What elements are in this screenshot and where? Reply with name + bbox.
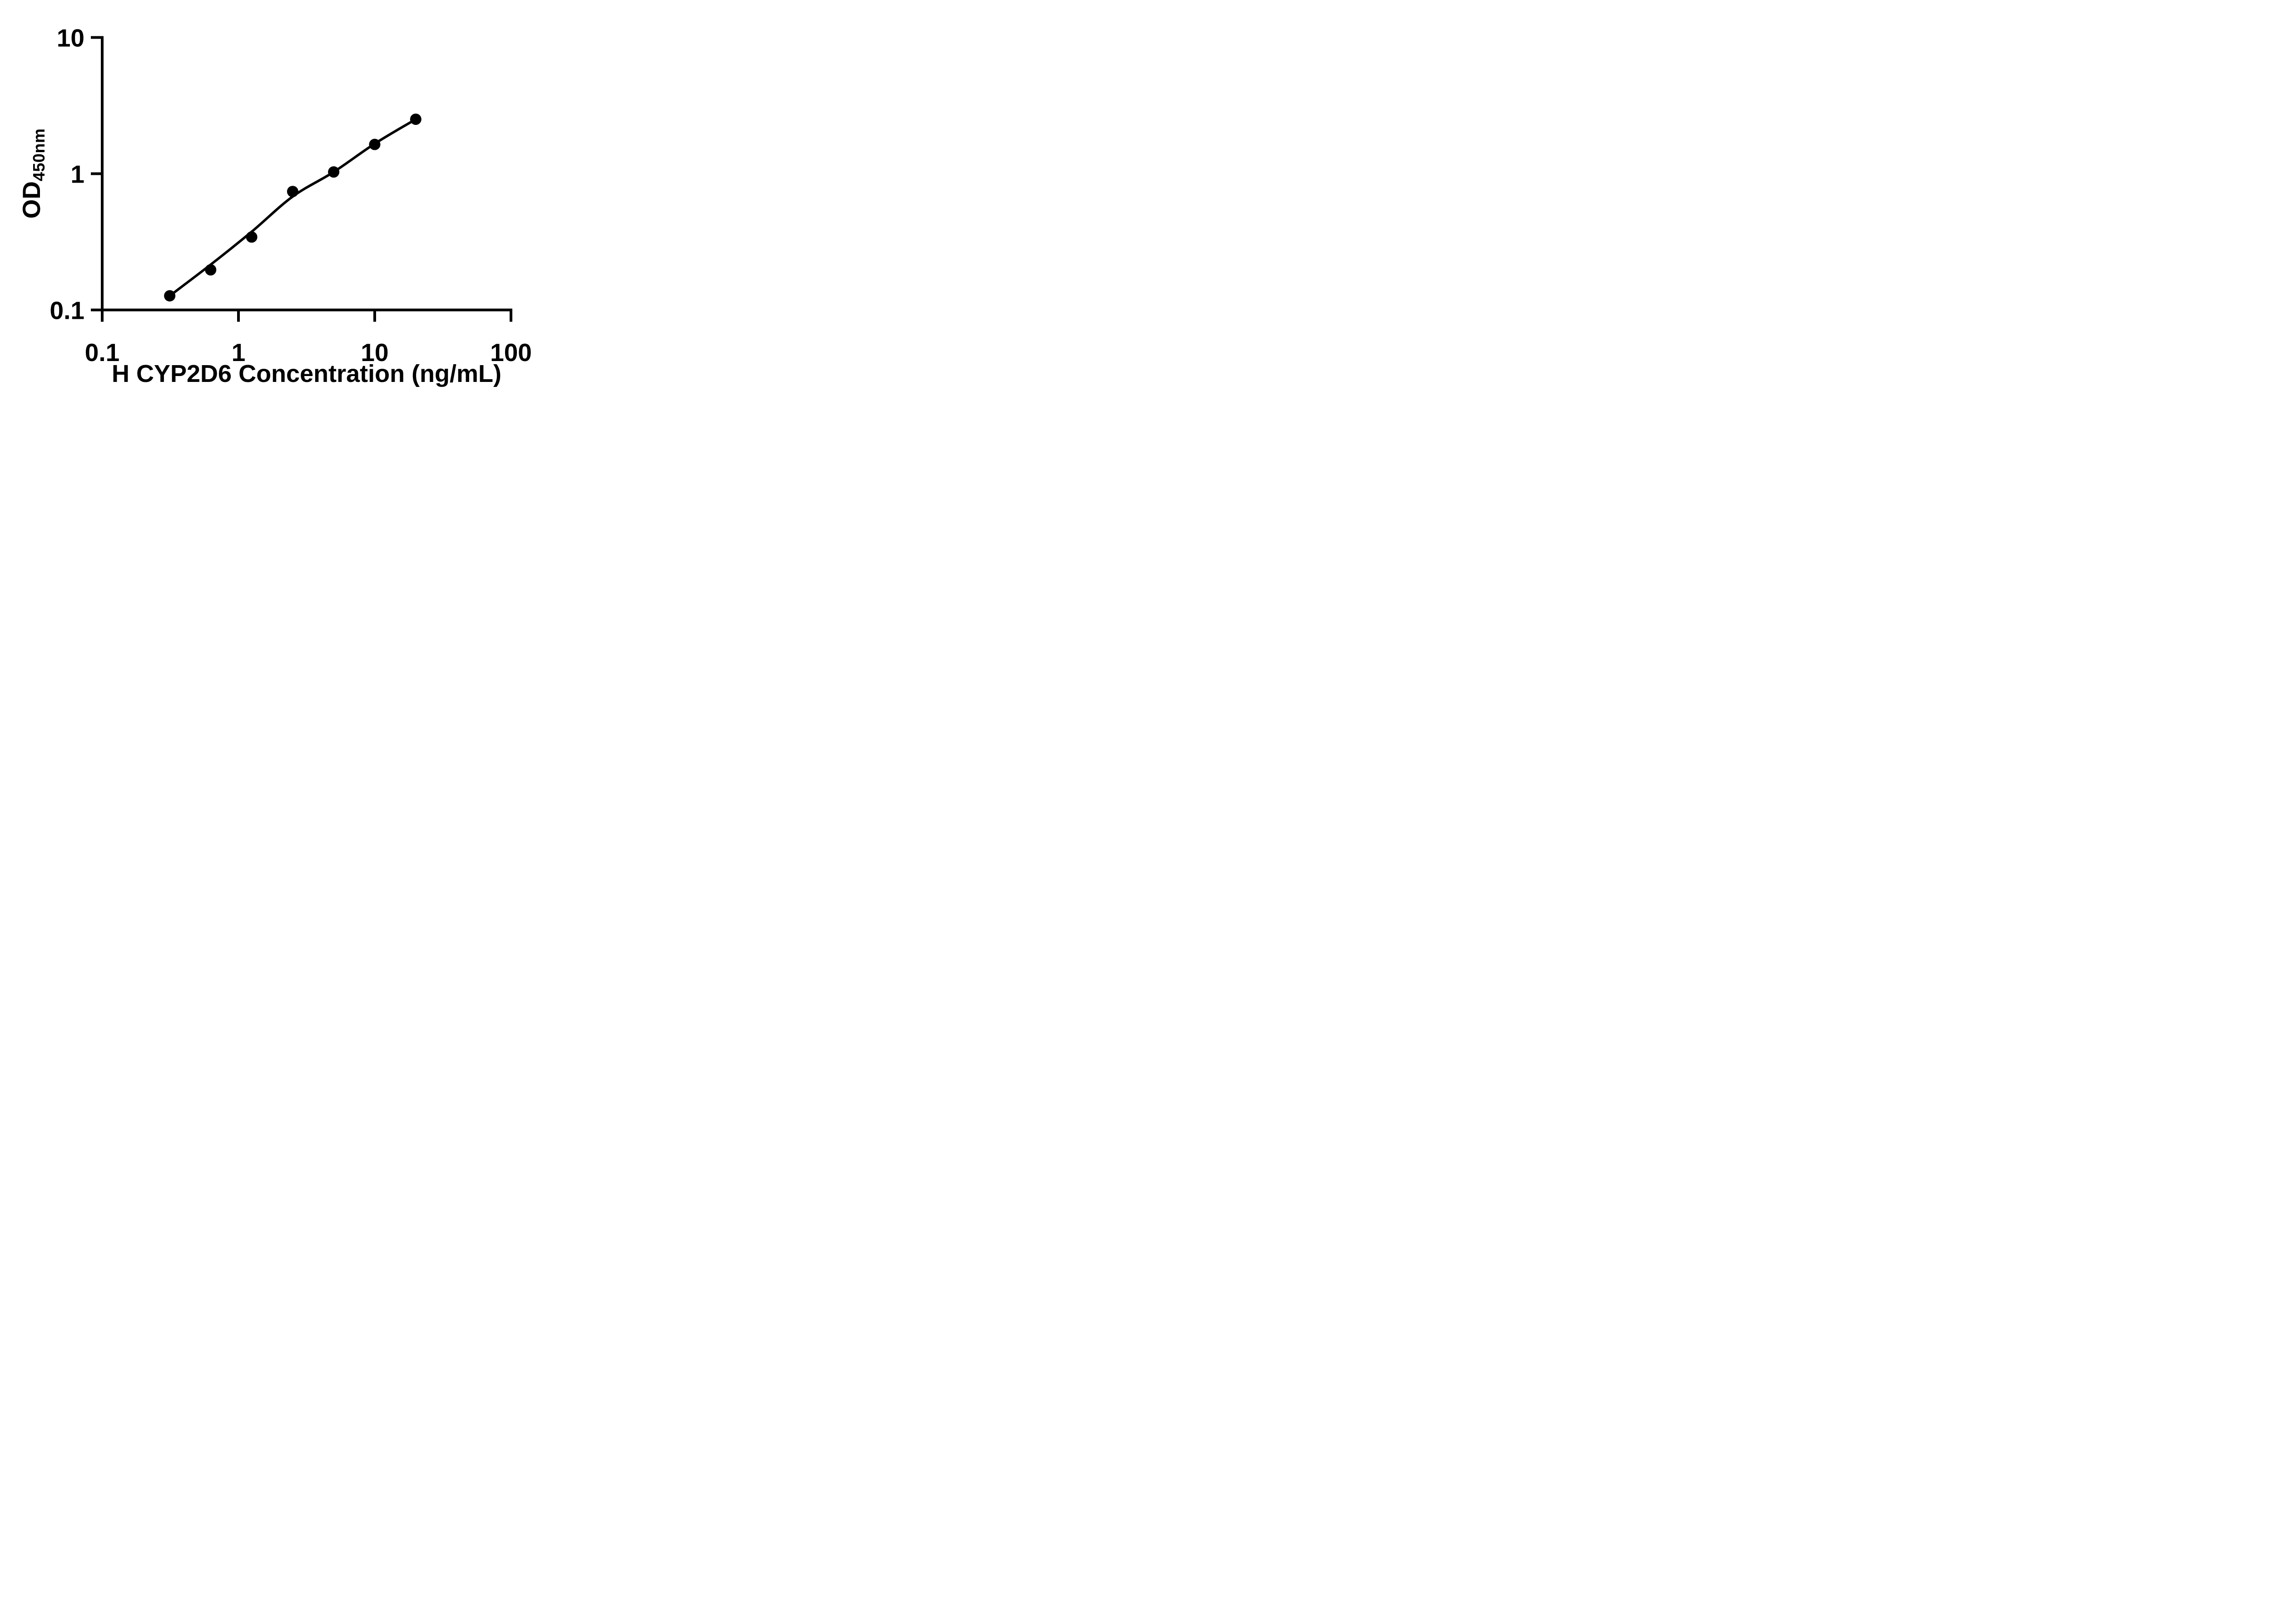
x-tick-label-1: 1	[232, 338, 246, 366]
y-tick-label-0.1: 0.1	[50, 297, 84, 325]
data-point-2	[205, 264, 217, 276]
y-axis-title: OD450nm	[17, 128, 49, 218]
x-axis-title: H CYP2D6 Concentration (ng/mL)	[111, 360, 502, 387]
x-tick-label-0.1: 0.1	[85, 338, 119, 366]
y-tick-label-1: 1	[70, 160, 84, 188]
data-point-7	[410, 114, 421, 125]
data-point-3	[246, 231, 258, 243]
data-point-1	[164, 290, 176, 302]
x-tick-label-100: 100	[490, 338, 532, 366]
y-tick-label-10: 10	[57, 24, 84, 52]
plot-svg: 10 1 0.10.1 1 10 100	[50, 24, 532, 367]
elisa-standard-curve-figure: 10 1 0.1 0.1 1 10 100 OD450nm H CYP2D6 Concent…	[0, 0, 576, 406]
x-tick-label-10: 10	[361, 338, 388, 366]
data-point-4	[287, 186, 298, 198]
data-point-5	[328, 166, 340, 178]
y-axis-title-subscript: 450nm	[30, 128, 48, 182]
data-point-6	[369, 139, 381, 150]
y-axis-title-main: OD	[17, 181, 45, 219]
